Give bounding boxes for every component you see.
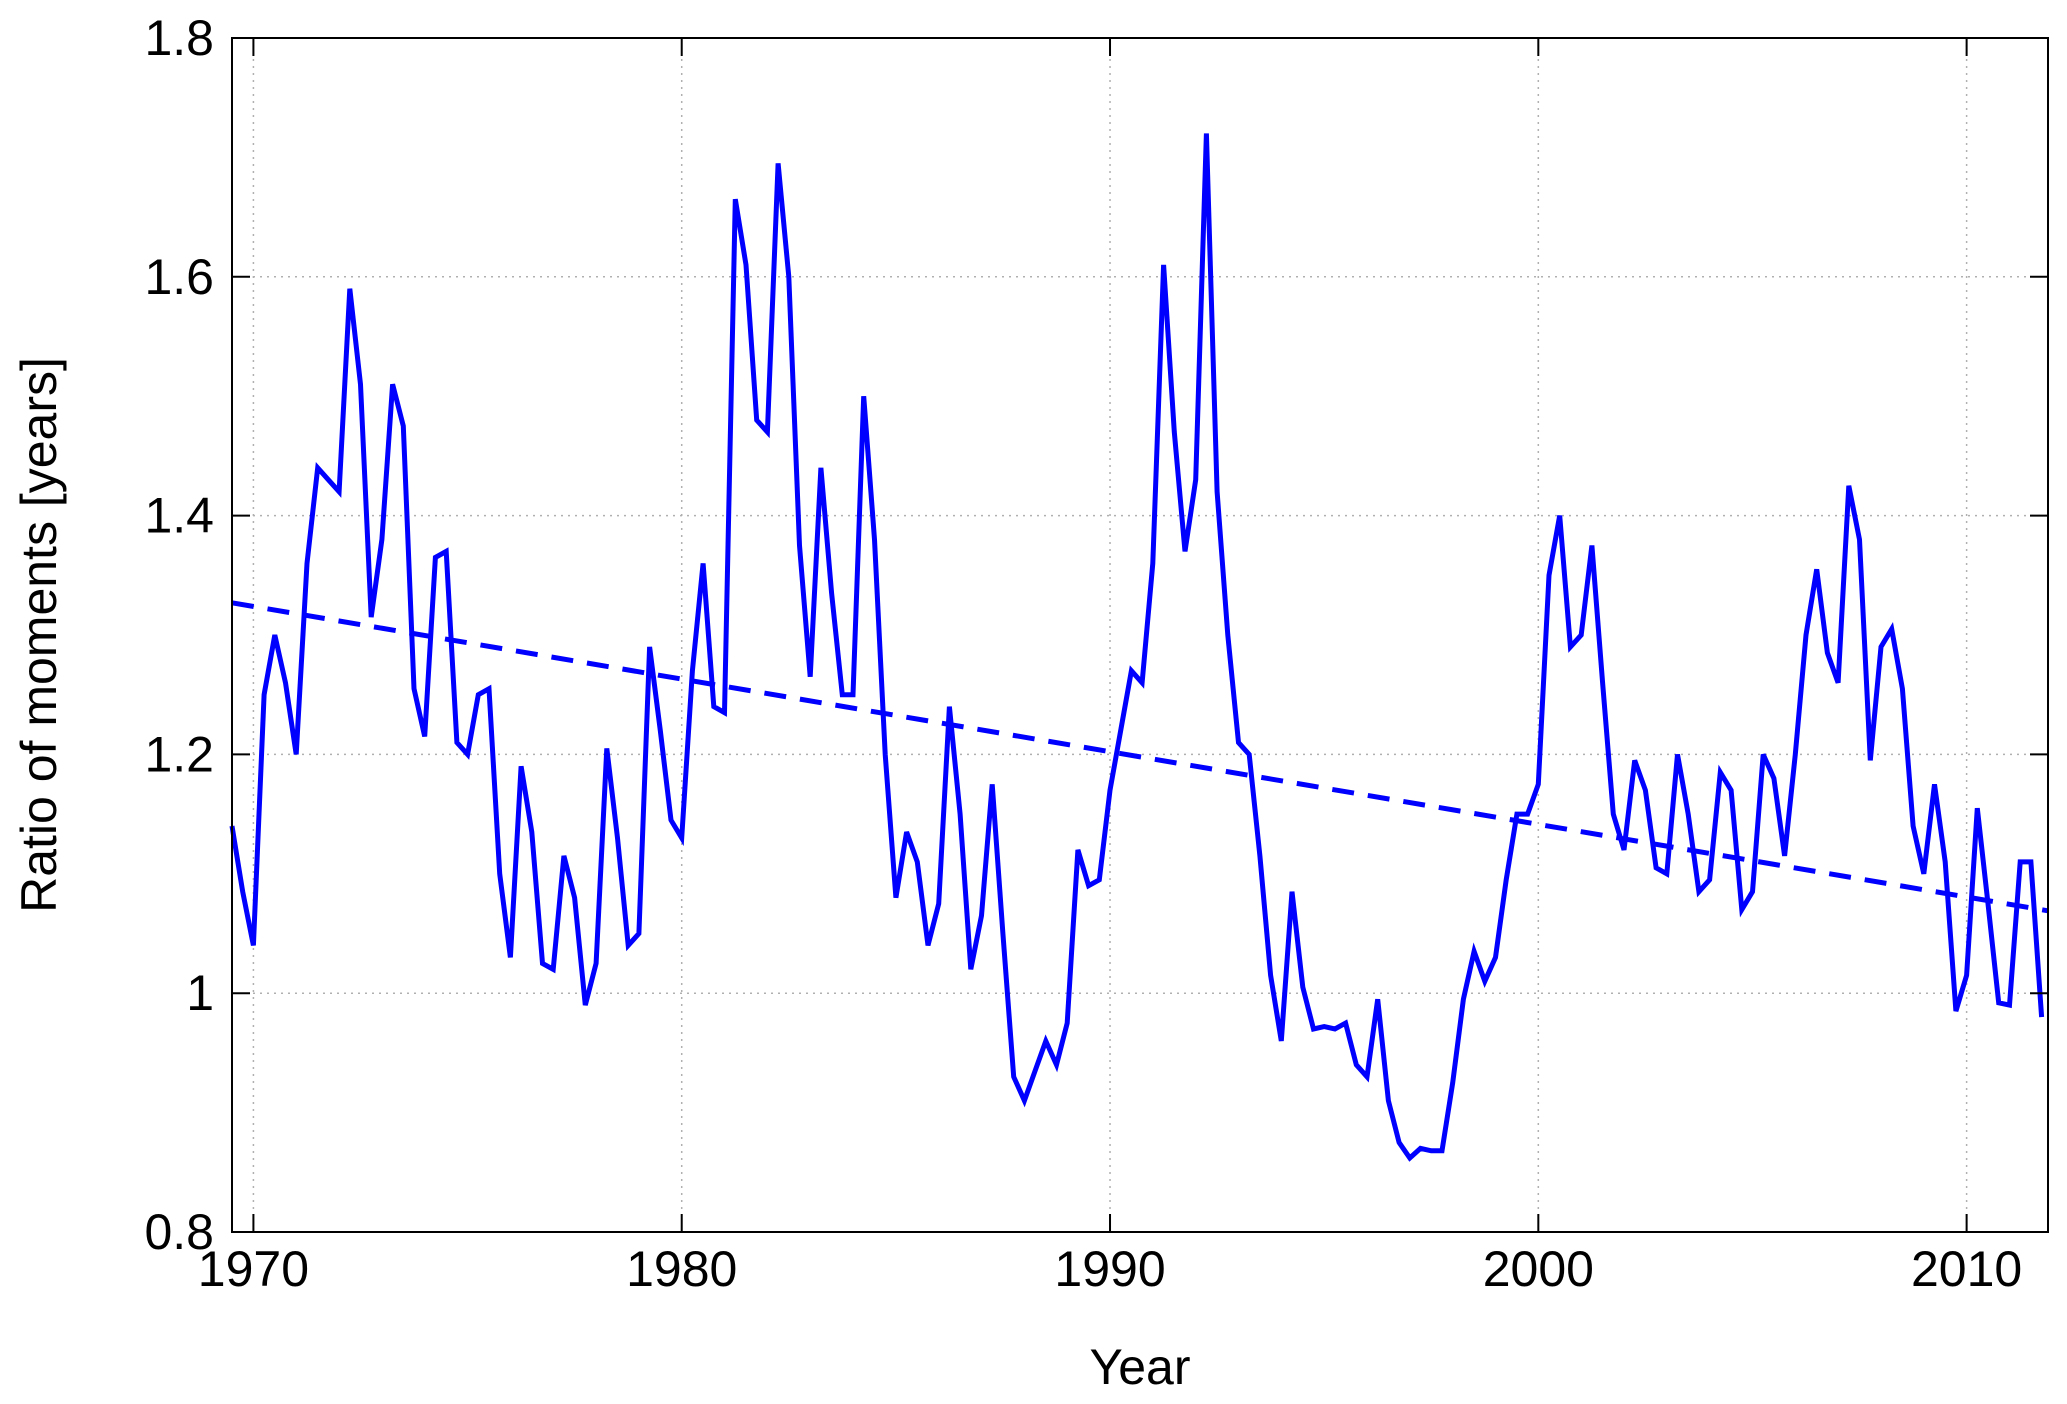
y-tick-label: 1.8	[144, 10, 214, 66]
y-axis: 0.8 1 1.2 1.4 1.6 1.8	[144, 10, 2048, 1260]
x-tick-label: 2000	[1483, 1241, 1594, 1297]
y-tick-label: 1.2	[144, 726, 214, 782]
y-tick-label: 0.8	[144, 1204, 214, 1260]
y-tick-label: 1.6	[144, 249, 214, 305]
ratio-series-line	[229, 133, 2045, 1162]
x-tick-label: 1970	[198, 1241, 309, 1297]
y-tick-label: 1.4	[144, 488, 214, 544]
y-tick-label: 1	[186, 965, 214, 1021]
series-layer	[229, 133, 2049, 1162]
trend-line	[231, 600, 2049, 914]
x-tick-label: 1990	[1054, 1241, 1165, 1297]
x-axis-title: Year	[1089, 1339, 1190, 1395]
grid-lines	[232, 38, 2048, 1232]
plot-frame	[231, 37, 2049, 1233]
x-tick-label: 2010	[1911, 1241, 2022, 1297]
x-tick-label: 1980	[626, 1241, 737, 1297]
y-axis-title: Ratio of moments [years]	[11, 357, 67, 913]
x-axis: 1970 1980 1990 2000 2010	[198, 38, 2022, 1297]
